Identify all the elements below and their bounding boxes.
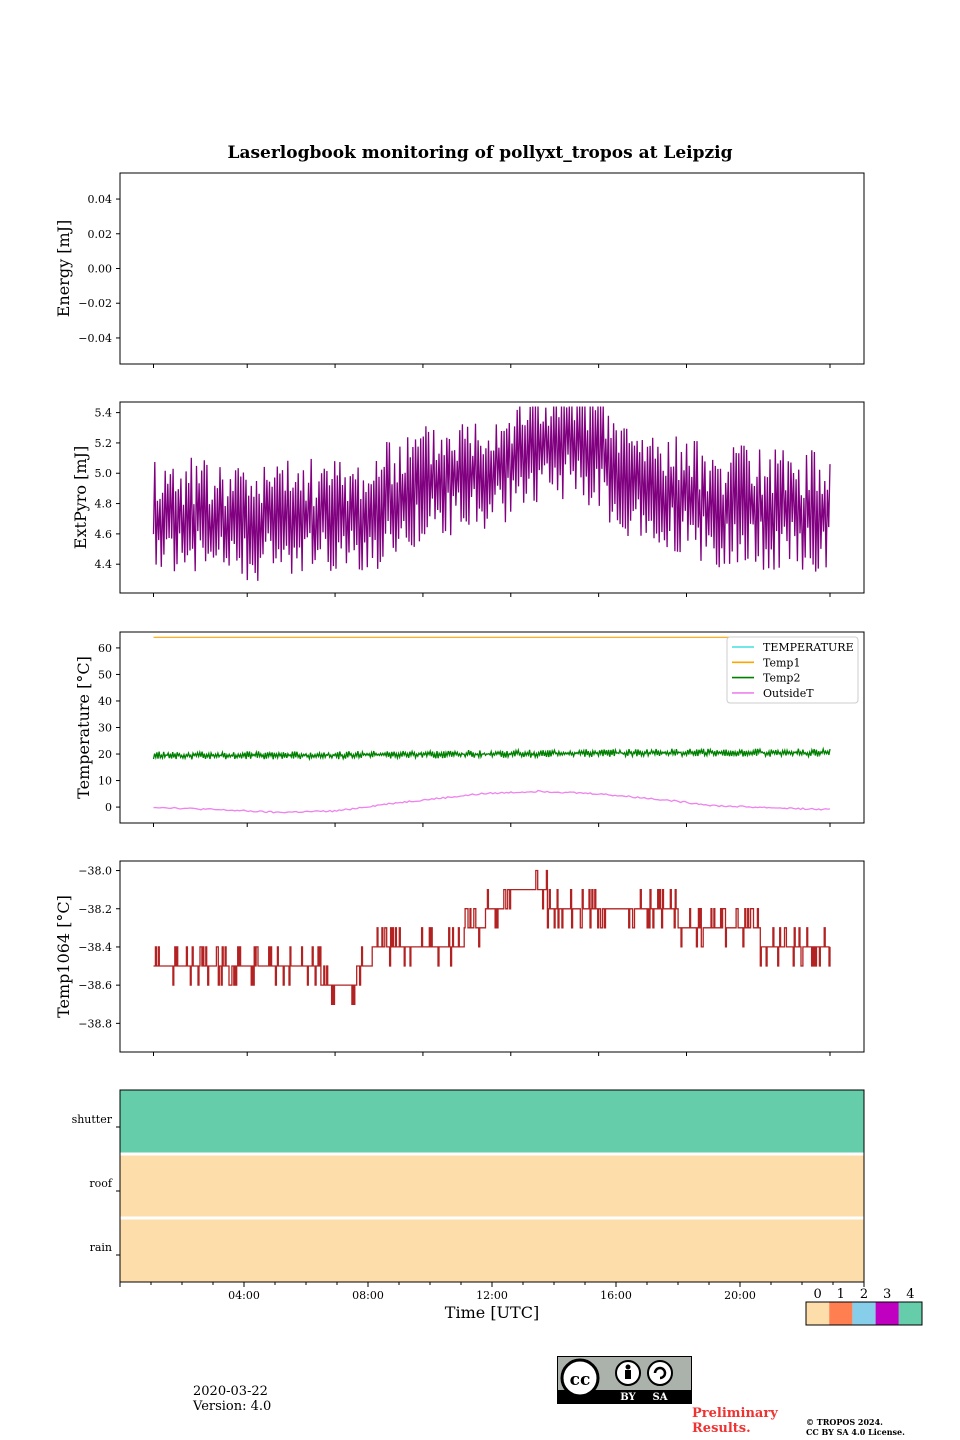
colorbar-frame (805, 1301, 923, 1326)
colorbar-tick: 2 (860, 1287, 868, 1302)
y-tick-label: 0.04 (88, 193, 113, 206)
status-row-shutter (120, 1090, 864, 1154)
y-tick-label: 30 (98, 722, 112, 735)
legend-label: Temp1 (763, 656, 800, 669)
y-tick-label: 20 (98, 748, 112, 761)
colorbar-cell (875, 1302, 899, 1325)
legend-label: TEMPERATURE (763, 641, 854, 654)
plot-frame (119, 860, 865, 1053)
y-tick-label: 4.6 (95, 528, 113, 541)
y-tick-label: 5.0 (95, 467, 113, 480)
row-label: shutter (72, 1113, 113, 1126)
x-tick-label: 04:00 (228, 1289, 260, 1302)
colorbar-tick: 0 (813, 1287, 821, 1302)
colorbar-cell (829, 1302, 853, 1325)
y-tick-label: 5.2 (95, 437, 113, 450)
y-tick-label: −38.4 (78, 941, 112, 954)
y-axis-label: Energy [mJ] (54, 220, 73, 318)
y-axis-label: Temp1064 [°C] (54, 895, 73, 1018)
y-tick-label: −38.2 (78, 903, 112, 916)
x-tick-label: 12:00 (476, 1289, 508, 1302)
colorbar-tick: 1 (837, 1287, 845, 1302)
status-row-rain (120, 1218, 864, 1282)
copyright-note: © TROPOS 2024. CC BY SA 4.0 License. (806, 1417, 905, 1437)
legend-label: OutsideT (763, 687, 814, 700)
y-tick-label: 60 (98, 642, 112, 655)
x-tick-label: 08:00 (352, 1289, 384, 1302)
cc-icon (560, 1358, 600, 1398)
colorbar-cell (806, 1302, 830, 1325)
by-text: BY (620, 1392, 636, 1403)
sa-text: SA (653, 1392, 668, 1403)
legend-label: Temp2 (763, 672, 800, 685)
legend-box (726, 636, 859, 704)
status-row-roof (120, 1154, 864, 1218)
y-tick-label: 0.00 (88, 263, 113, 276)
cc-text: cc (570, 1370, 591, 1390)
series-line-temp2 (152, 746, 831, 762)
plot-frame (119, 172, 865, 365)
y-tick-label: −38.0 (78, 865, 112, 878)
y-tick-label: −38.6 (78, 979, 112, 992)
y-tick-label: 0 (105, 801, 112, 814)
row-label: rain (90, 1241, 112, 1254)
y-tick-label: 10 (98, 775, 112, 788)
series-line-outsidet (153, 789, 831, 814)
footer-version: Version: 4.0 (193, 1399, 272, 1414)
row-label: roof (89, 1177, 113, 1190)
colorbar-cell (852, 1302, 876, 1325)
y-tick-label: 40 (98, 695, 112, 708)
colorbar-tick: 4 (906, 1287, 914, 1302)
y-tick-label: −38.8 (78, 1017, 112, 1030)
y-tick-label: −0.04 (78, 332, 112, 345)
series-line-temp1064 (153, 869, 831, 1005)
colorbar-cell (898, 1302, 922, 1325)
x-tick-label: 16:00 (600, 1289, 632, 1302)
y-axis-label: Temperature [°C] (74, 656, 93, 799)
y-tick-label: −0.02 (78, 297, 112, 310)
y-tick-label: 50 (98, 668, 112, 681)
y-tick-label: 4.8 (95, 498, 113, 511)
x-tick-label: 20:00 (724, 1289, 756, 1302)
y-axis-label: ExtPyro [mJ] (71, 446, 90, 549)
x-axis-label: Time [UTC] (445, 1303, 539, 1322)
cc-by-sa-badge: cc BY SA (557, 1356, 692, 1404)
chart-title: Laserlogbook monitoring of pollyxt_tropo… (227, 143, 732, 163)
y-tick-label: 4.4 (95, 558, 113, 571)
y-tick-label: 5.4 (95, 407, 113, 420)
sa-share-icon (647, 1360, 673, 1386)
y-tick-label: 0.02 (88, 228, 113, 241)
series-line-extpyro (152, 406, 831, 581)
colorbar-tick: 3 (883, 1287, 891, 1302)
preliminary-note: Preliminary Results. (692, 1406, 778, 1436)
footer-date: 2020-03-22 (193, 1384, 268, 1399)
